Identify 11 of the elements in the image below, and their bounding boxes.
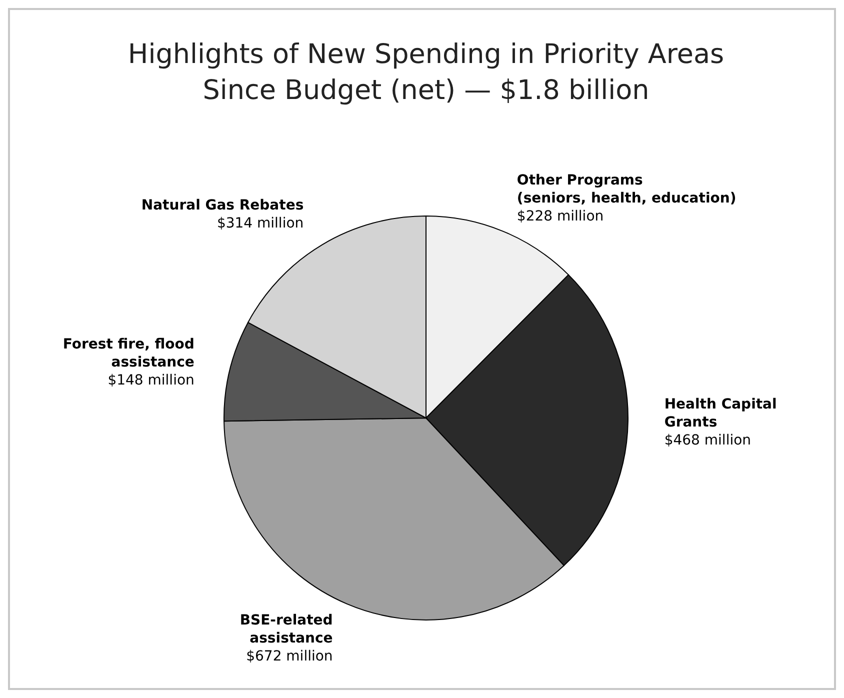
slice-label: Health Capital Grants	[664, 396, 777, 431]
data-label: $468 million	[664, 432, 752, 449]
chart-title: Highlights of New Spending in Priority Areas Since Budget (net) — $1.8 billion	[128, 39, 724, 106]
slice-label: Other Programs (seniors, health, education)	[516, 172, 736, 207]
slice-label: Natural Gas Rebates	[141, 197, 304, 214]
data-label: $672 million	[246, 648, 333, 664]
data-label: $148 million	[108, 372, 194, 389]
slice-label: BSE-related assistance	[240, 612, 333, 646]
data-label: $314 million	[216, 215, 304, 232]
data-label: $228 million	[516, 208, 604, 225]
slice-label: Forest fire, flood assistance	[62, 336, 194, 371]
